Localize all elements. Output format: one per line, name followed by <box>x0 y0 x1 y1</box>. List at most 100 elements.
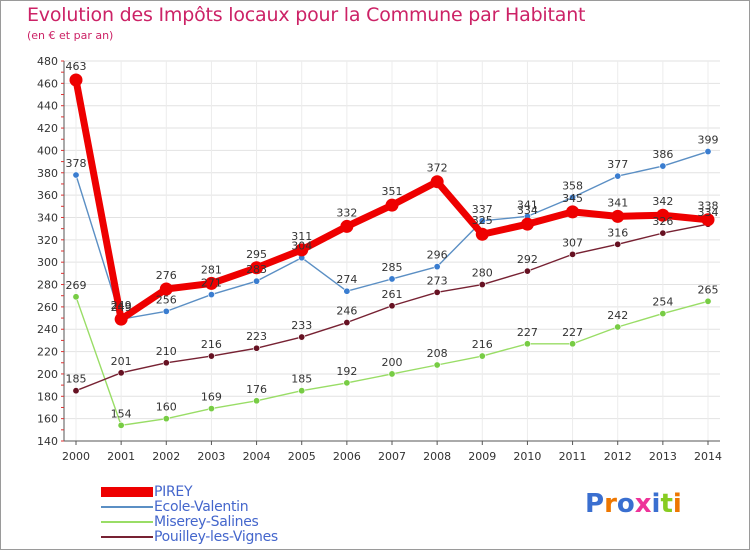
data-label-miserey-salines: 254 <box>652 296 673 309</box>
x-tick-label: 2000 <box>62 450 90 463</box>
x-tick-label: 2009 <box>468 450 496 463</box>
y-tick-label: 180 <box>37 390 58 403</box>
point-miserey-salines <box>523 340 531 348</box>
point-pouilley-les-vignes <box>207 352 215 360</box>
point-miserey-salines <box>704 297 712 305</box>
point-ecole-valentin <box>614 172 622 180</box>
point-miserey-salines <box>614 323 622 331</box>
data-label-miserey-salines: 200 <box>382 356 403 369</box>
data-label-pouilley-les-vignes: 326 <box>652 215 673 228</box>
data-label-ecole-valentin: 378 <box>66 157 87 170</box>
y-tick-label: 160 <box>37 413 58 426</box>
point-pouilley-les-vignes <box>343 319 351 327</box>
point-miserey-salines <box>478 352 486 360</box>
data-label-pouilley-les-vignes: 246 <box>336 305 357 318</box>
data-label-miserey-salines: 208 <box>427 347 448 360</box>
point-pirey <box>520 217 534 231</box>
y-tick-label: 440 <box>37 100 58 113</box>
legend-swatch-miserey-salines <box>101 521 153 523</box>
logo-letter: r <box>604 489 617 519</box>
point-ecole-valentin <box>569 193 577 201</box>
point-pirey <box>430 175 444 189</box>
point-pirey <box>250 261 264 275</box>
data-label-miserey-salines: 242 <box>607 309 628 322</box>
data-label-pirey: 342 <box>652 195 673 208</box>
data-label-ecole-valentin: 304 <box>291 240 312 253</box>
data-label-pirey: 334 <box>517 204 538 217</box>
x-tick-label: 2007 <box>378 450 406 463</box>
data-label-ecole-valentin: 271 <box>201 277 222 290</box>
logo-letter: P <box>585 489 605 519</box>
point-miserey-salines <box>72 293 80 301</box>
point-pirey <box>295 243 309 257</box>
x-tick-label: 2012 <box>604 450 632 463</box>
point-pouilley-les-vignes <box>614 240 622 248</box>
x-tick-label: 2003 <box>197 450 225 463</box>
x-tick-label: 2005 <box>288 450 316 463</box>
data-label-ecole-valentin: 296 <box>427 249 448 262</box>
data-label-miserey-salines: 227 <box>562 326 583 339</box>
data-label-pirey: 295 <box>246 248 267 261</box>
legend-label-pouilley-les-vignes: Pouilley-les-Vignes <box>154 529 278 545</box>
data-label-ecole-valentin: 256 <box>156 293 177 306</box>
point-pouilley-les-vignes <box>569 250 577 258</box>
data-label-ecole-valentin: 285 <box>382 261 403 274</box>
point-pouilley-les-vignes <box>298 333 306 341</box>
data-label-pirey: 372 <box>427 162 448 175</box>
point-pouilley-les-vignes <box>72 387 80 395</box>
legend-swatch-pouilley-les-vignes <box>101 536 153 538</box>
point-ecole-valentin <box>388 275 396 283</box>
label-layer: 378 249 256 271 283 304 274 285 296 337 341 358 377 3… <box>66 60 719 420</box>
point-miserey-salines <box>433 361 441 369</box>
point-pouilley-les-vignes <box>523 267 531 275</box>
point-miserey-salines <box>569 340 577 348</box>
data-label-ecole-valentin: 341 <box>517 198 538 211</box>
data-label-pirey: 351 <box>382 185 403 198</box>
point-pouilley-les-vignes <box>162 359 170 367</box>
legend-swatch-pirey <box>101 487 153 497</box>
data-label-pirey: 332 <box>336 206 357 219</box>
x-tick-label: 2013 <box>649 450 677 463</box>
x-tick-label: 2006 <box>333 450 361 463</box>
axis-layer: 140 160 180 200 220 240 260 280 300 320 340 360 380 4… <box>37 55 722 463</box>
data-label-ecole-valentin: 249 <box>111 301 132 314</box>
data-label-ecole-valentin: 377 <box>607 158 628 171</box>
point-pirey <box>566 205 580 219</box>
point-pouilley-les-vignes <box>117 369 125 377</box>
x-tick-label: 2011 <box>559 450 587 463</box>
data-label-pirey: 311 <box>291 230 312 243</box>
y-tick-label: 300 <box>37 256 58 269</box>
data-label-pirey: 345 <box>562 192 583 205</box>
data-label-miserey-salines: 227 <box>517 326 538 339</box>
legend-swatch-ecole-valentin <box>101 506 153 508</box>
point-miserey-salines <box>298 387 306 395</box>
y-tick-label: 260 <box>37 301 58 314</box>
point-ecole-valentin <box>253 277 261 285</box>
data-label-pirey: 281 <box>201 263 222 276</box>
data-label-pouilley-les-vignes: 316 <box>607 226 628 239</box>
logo-letter: i <box>672 489 682 519</box>
point-pirey <box>340 219 354 233</box>
y-tick-label: 200 <box>37 368 58 381</box>
point-ecole-valentin <box>162 307 170 315</box>
point-ecole-valentin <box>433 263 441 271</box>
data-label-pouilley-les-vignes: 307 <box>562 236 583 249</box>
chart-subtitle: (en € et par an) <box>27 29 114 42</box>
data-label-miserey-salines: 216 <box>472 338 493 351</box>
x-tick-label: 2002 <box>152 450 180 463</box>
data-label-pouilley-les-vignes: 273 <box>427 274 448 287</box>
proxiti-logo: Proxiti <box>585 489 682 519</box>
legend-label-ecole-valentin: Ecole-Valentin <box>154 499 249 515</box>
x-tick-label: 2004 <box>243 450 271 463</box>
x-tick-label: 2008 <box>423 450 451 463</box>
point-ecole-valentin <box>704 148 712 156</box>
y-tick-label: 320 <box>37 234 58 247</box>
data-label-ecole-valentin: 358 <box>562 179 583 192</box>
point-ecole-valentin <box>207 291 215 299</box>
point-miserey-salines <box>388 370 396 378</box>
chart-title: Evolution des Impôts locaux pour la Comm… <box>27 4 586 26</box>
data-label-miserey-salines: 265 <box>698 283 719 296</box>
point-pirey <box>611 209 625 223</box>
logo-letter: t <box>660 489 673 519</box>
point-pirey <box>385 198 399 212</box>
